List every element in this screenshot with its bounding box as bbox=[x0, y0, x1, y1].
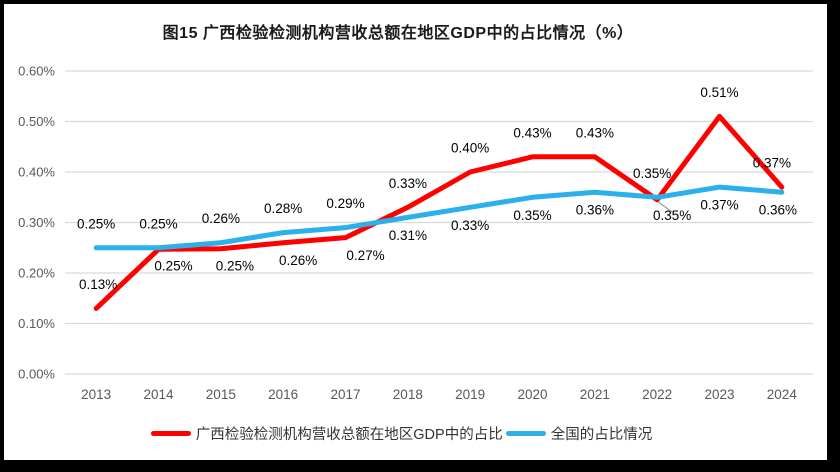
callout-leader-line bbox=[657, 201, 674, 214]
legend-swatch-national bbox=[505, 430, 546, 436]
legend-label-guangxi: 广西检验检测机构营收总额在地区GDP中的占比 bbox=[195, 426, 503, 443]
data-label: 0.35% bbox=[513, 208, 551, 223]
data-label: 0.31% bbox=[389, 228, 427, 243]
x-tick-label: 2017 bbox=[330, 387, 360, 402]
data-label: 0.36% bbox=[759, 203, 797, 218]
frame-border-left bbox=[0, 0, 4, 472]
data-label: 0.35% bbox=[653, 208, 691, 223]
legend-swatch-guangxi bbox=[150, 430, 191, 436]
data-label: 0.25% bbox=[139, 216, 177, 231]
data-label: 0.33% bbox=[451, 218, 489, 233]
frame-border-right bbox=[827, 0, 840, 472]
y-tick-label: 0.40% bbox=[18, 165, 55, 180]
data-label: 0.43% bbox=[513, 125, 551, 140]
data-label: 0.43% bbox=[576, 125, 614, 140]
x-tick-label: 2020 bbox=[517, 387, 547, 402]
data-label: 0.28% bbox=[264, 201, 302, 216]
x-tick-label: 2018 bbox=[393, 387, 423, 402]
data-label: 0.27% bbox=[346, 248, 384, 263]
series-line-guangxi bbox=[93, 113, 785, 311]
y-tick-label: 0.00% bbox=[18, 367, 55, 382]
x-tick-label: 2014 bbox=[143, 387, 174, 402]
y-tick-label: 0.20% bbox=[18, 266, 55, 281]
data-label: 0.25% bbox=[216, 258, 254, 273]
y-tick-label: 0.10% bbox=[18, 316, 55, 331]
y-tick-label: 0.50% bbox=[18, 114, 55, 129]
data-label: 0.51% bbox=[700, 85, 738, 100]
frame-border-bottom bbox=[0, 460, 840, 472]
x-tick-label: 2016 bbox=[268, 387, 298, 402]
data-label: 0.36% bbox=[576, 203, 614, 218]
chart-legend: 广西检验检测机构营收总额在地区GDP中的占比 全国的占比情况 bbox=[0, 423, 800, 443]
x-tick-label: 2024 bbox=[767, 387, 798, 402]
legend-label-national: 全国的占比情况 bbox=[550, 426, 653, 443]
data-label: 0.37% bbox=[753, 156, 791, 171]
data-label: 0.29% bbox=[326, 196, 364, 211]
data-label: 0.35% bbox=[633, 166, 671, 181]
data-label: 0.33% bbox=[389, 176, 427, 191]
data-label: 0.25% bbox=[77, 216, 115, 231]
data-label: 0.26% bbox=[202, 211, 240, 226]
x-tick-label: 2023 bbox=[704, 387, 734, 402]
x-tick-label: 2019 bbox=[455, 387, 485, 402]
x-tick-label: 2021 bbox=[580, 387, 610, 402]
frame-border-top bbox=[0, 0, 840, 4]
x-tick-label: 2013 bbox=[81, 387, 111, 402]
x-tick-label: 2022 bbox=[642, 387, 672, 402]
x-tick-label: 2015 bbox=[206, 387, 236, 402]
data-label: 0.40% bbox=[451, 141, 489, 156]
y-tick-label: 0.60% bbox=[18, 64, 55, 79]
chart-title: 图15 广西检验检测机构营收总额在地区GDP中的占比情况（%） bbox=[162, 25, 634, 42]
series-line-national bbox=[93, 184, 785, 251]
y-tick-label: 0.30% bbox=[18, 215, 55, 230]
data-label: 0.37% bbox=[700, 198, 738, 213]
data-label: 0.25% bbox=[154, 258, 192, 273]
data-label: 0.13% bbox=[79, 277, 117, 292]
data-label: 0.26% bbox=[279, 253, 317, 268]
